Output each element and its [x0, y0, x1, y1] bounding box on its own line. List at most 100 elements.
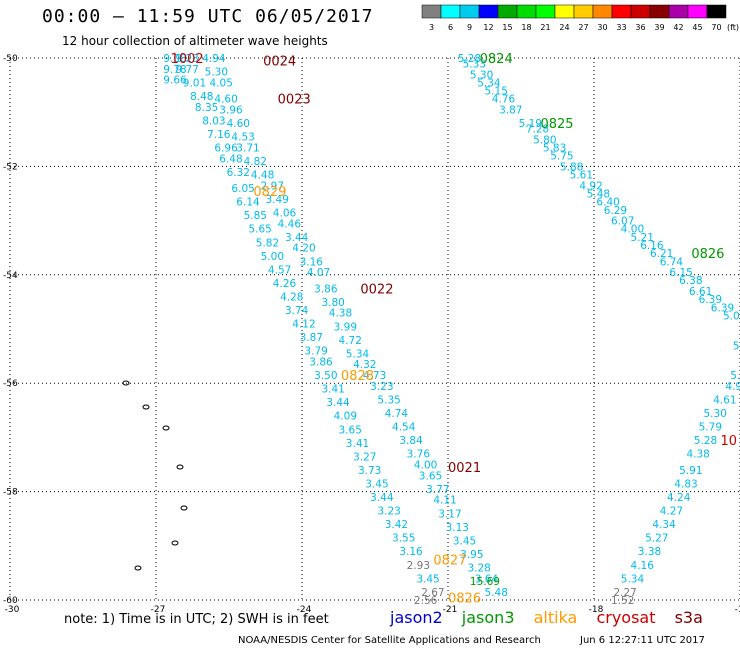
wave-height-value: 6.14	[236, 197, 260, 209]
colorbar-label: 42	[673, 23, 683, 32]
colorbar-swatch	[535, 4, 556, 19]
wave-height-value: 3.45	[453, 535, 476, 547]
wave-height-value: 5.30	[470, 69, 493, 81]
wave-height-value: 4.00	[414, 460, 437, 472]
wave-height-value: 5.30	[205, 67, 228, 79]
colorbar-label: 18	[521, 23, 531, 32]
colorbar-swatch	[649, 4, 670, 19]
x-tick-label: -18	[589, 605, 604, 615]
colorbar-label: 70	[711, 23, 721, 32]
colorbar-swatch	[440, 4, 461, 19]
wave-height-value: 3.27	[353, 451, 376, 463]
time-label: 0829	[253, 185, 286, 200]
wave-height-value: 6.29	[604, 205, 627, 217]
wave-height-value: 4.46	[278, 218, 302, 230]
page-title: 00:00 – 11:59 UTC 06/05/2017	[42, 6, 374, 27]
colorbar-swatch	[459, 4, 480, 19]
wave-height-value: 3.95	[460, 549, 483, 561]
time-label: 0824	[480, 52, 513, 67]
wave-height-value: 4.20	[292, 243, 315, 255]
footer-timestamp: Jun 6 12:27:11 UTC 2017	[580, 635, 705, 646]
wave-height-value: 4.24	[667, 492, 691, 504]
wave-height-value: 4.27	[660, 506, 683, 518]
colorbar-label: 45	[692, 23, 702, 32]
time-label: 0828	[341, 369, 374, 384]
wave-height-value: 5.15	[485, 86, 508, 98]
wave-height-value: 3.13	[446, 522, 469, 534]
y-tick-label: -54	[3, 271, 18, 281]
map-grid	[9, 57, 740, 601]
wave-height-value: 2.97	[261, 180, 284, 192]
wave-height-value: 4.82	[244, 156, 267, 168]
time-labels: 1002 0024 0023 0829 0022 0828 0021 0827 0826 0824…	[171, 52, 737, 606]
time-label: 0022	[360, 282, 393, 297]
colorbar-swatch	[554, 4, 575, 19]
wave-height-value: 4.72	[339, 335, 362, 347]
wave-height-value: 4.92	[579, 180, 602, 192]
wave-height-value: 3.17	[438, 508, 461, 520]
colorbar-label: 24	[559, 23, 569, 32]
colorbar-swatch	[478, 4, 499, 19]
wave-height-value: 4.07	[307, 267, 330, 279]
wave-height-value: 9.23	[175, 53, 198, 65]
colorbar-label: 30	[597, 23, 607, 32]
wave-height-value: 3.86	[314, 283, 338, 295]
axis-tick-labels: -30 -27 -24 -21 -18 -15 -50 -52 -54 -56 -58 -60	[3, 54, 740, 615]
wave-height-value: 5.75	[550, 151, 573, 163]
wave-height-value: 5.48	[485, 587, 508, 599]
wave-height-value: 6.21	[650, 248, 673, 260]
colorbar-swatch	[592, 4, 613, 19]
wave-height-value: 5.61	[570, 170, 593, 182]
time-label: 0021	[448, 461, 481, 476]
wave-height-value: 5.30	[704, 408, 727, 420]
wave-height-value: 5	[733, 340, 740, 352]
island-outline	[122, 380, 130, 386]
wave-height-value: 4.06	[273, 207, 297, 219]
wave-height-value: 3.50	[314, 370, 337, 382]
wave-height-value: 4.54	[392, 422, 416, 434]
wave-height-value: 6.39	[699, 294, 722, 306]
wave-height-value: 4.60	[214, 94, 237, 106]
colorbar-swatch	[687, 4, 708, 19]
wave-height-value: 3.77	[426, 484, 449, 496]
wave-height-value: 3.38	[638, 546, 661, 558]
coastline-islands	[122, 380, 188, 571]
island-outline	[171, 540, 179, 546]
wave-height-value: 15.69	[470, 576, 500, 588]
island-outline	[142, 404, 150, 410]
y-tick-label: -50	[3, 54, 18, 64]
time-label: 0825	[540, 117, 573, 132]
wave-height-value: 5.2	[730, 370, 740, 382]
wave-height-value: 3.65	[339, 424, 362, 436]
colorbar-swatch	[706, 4, 727, 19]
wave-height-value: 7.16	[207, 129, 231, 141]
wave-height-value: 4.16	[631, 560, 655, 572]
wave-height-value: 9.77	[175, 64, 198, 76]
wave-height-value: 4.57	[268, 264, 291, 276]
wave-height-value: 4.76	[492, 94, 516, 106]
colorbar-label: 36	[635, 23, 645, 32]
wave-height-value: 4.94	[202, 53, 226, 65]
satellite-legend: jason2 jason3 altika cryosat s3a	[390, 608, 717, 627]
colorbar-label: 15	[502, 23, 512, 32]
wave-height-value: 4.09	[334, 411, 357, 423]
satellite-altika: altika	[533, 608, 578, 627]
wave-height-value: 8.48	[190, 91, 213, 103]
island-outline	[176, 464, 184, 470]
colorbar-swatch	[497, 4, 518, 19]
wave-height-value: 3.42	[385, 519, 408, 531]
wave-height-value: 9.08	[163, 53, 186, 65]
wave-height-value: 4.60	[227, 118, 250, 130]
wave-height-value: 3.55	[392, 533, 415, 545]
x-tick-label: -27	[151, 605, 166, 615]
wave-height-value: 5.83	[543, 142, 566, 154]
wave-height-value: 3.49	[266, 194, 289, 206]
wave-height-value: 4.11	[433, 495, 456, 507]
wave-height-value: 6.48	[219, 153, 242, 165]
wave-height-value: 3.44	[326, 397, 350, 409]
wave-height-value: 4.34	[652, 519, 676, 531]
wave-height-value: 3.76	[407, 449, 431, 461]
wave-height-value: 3.23	[377, 506, 400, 518]
wave-height-value: 2.93	[407, 560, 430, 572]
